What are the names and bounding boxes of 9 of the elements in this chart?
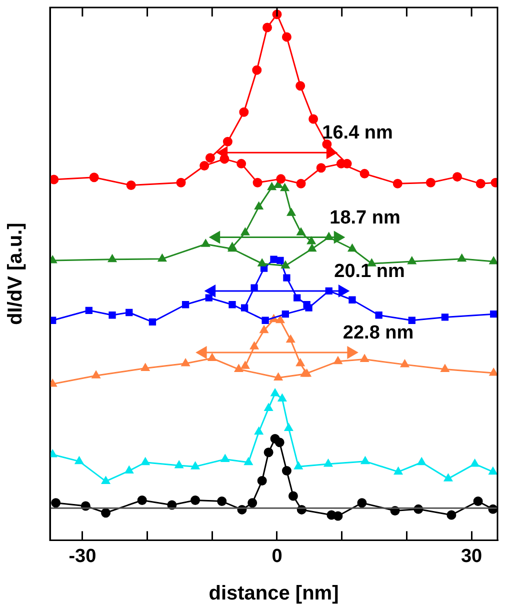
x-tick-label: 0 — [272, 546, 282, 567]
annotation: 22.8 nm — [342, 322, 414, 344]
x-tick-label: 30 — [460, 546, 482, 567]
annotation: 16.4 nm — [322, 122, 393, 144]
x-tick-label: -30 — [68, 546, 96, 567]
annotation: 20.1 nm — [334, 260, 405, 282]
annotation: 18.7 nm — [330, 207, 400, 228]
y-axis-title: dI/dV [a.u.] — [4, 222, 27, 325]
x-axis-title: distance [nm] — [208, 582, 339, 605]
